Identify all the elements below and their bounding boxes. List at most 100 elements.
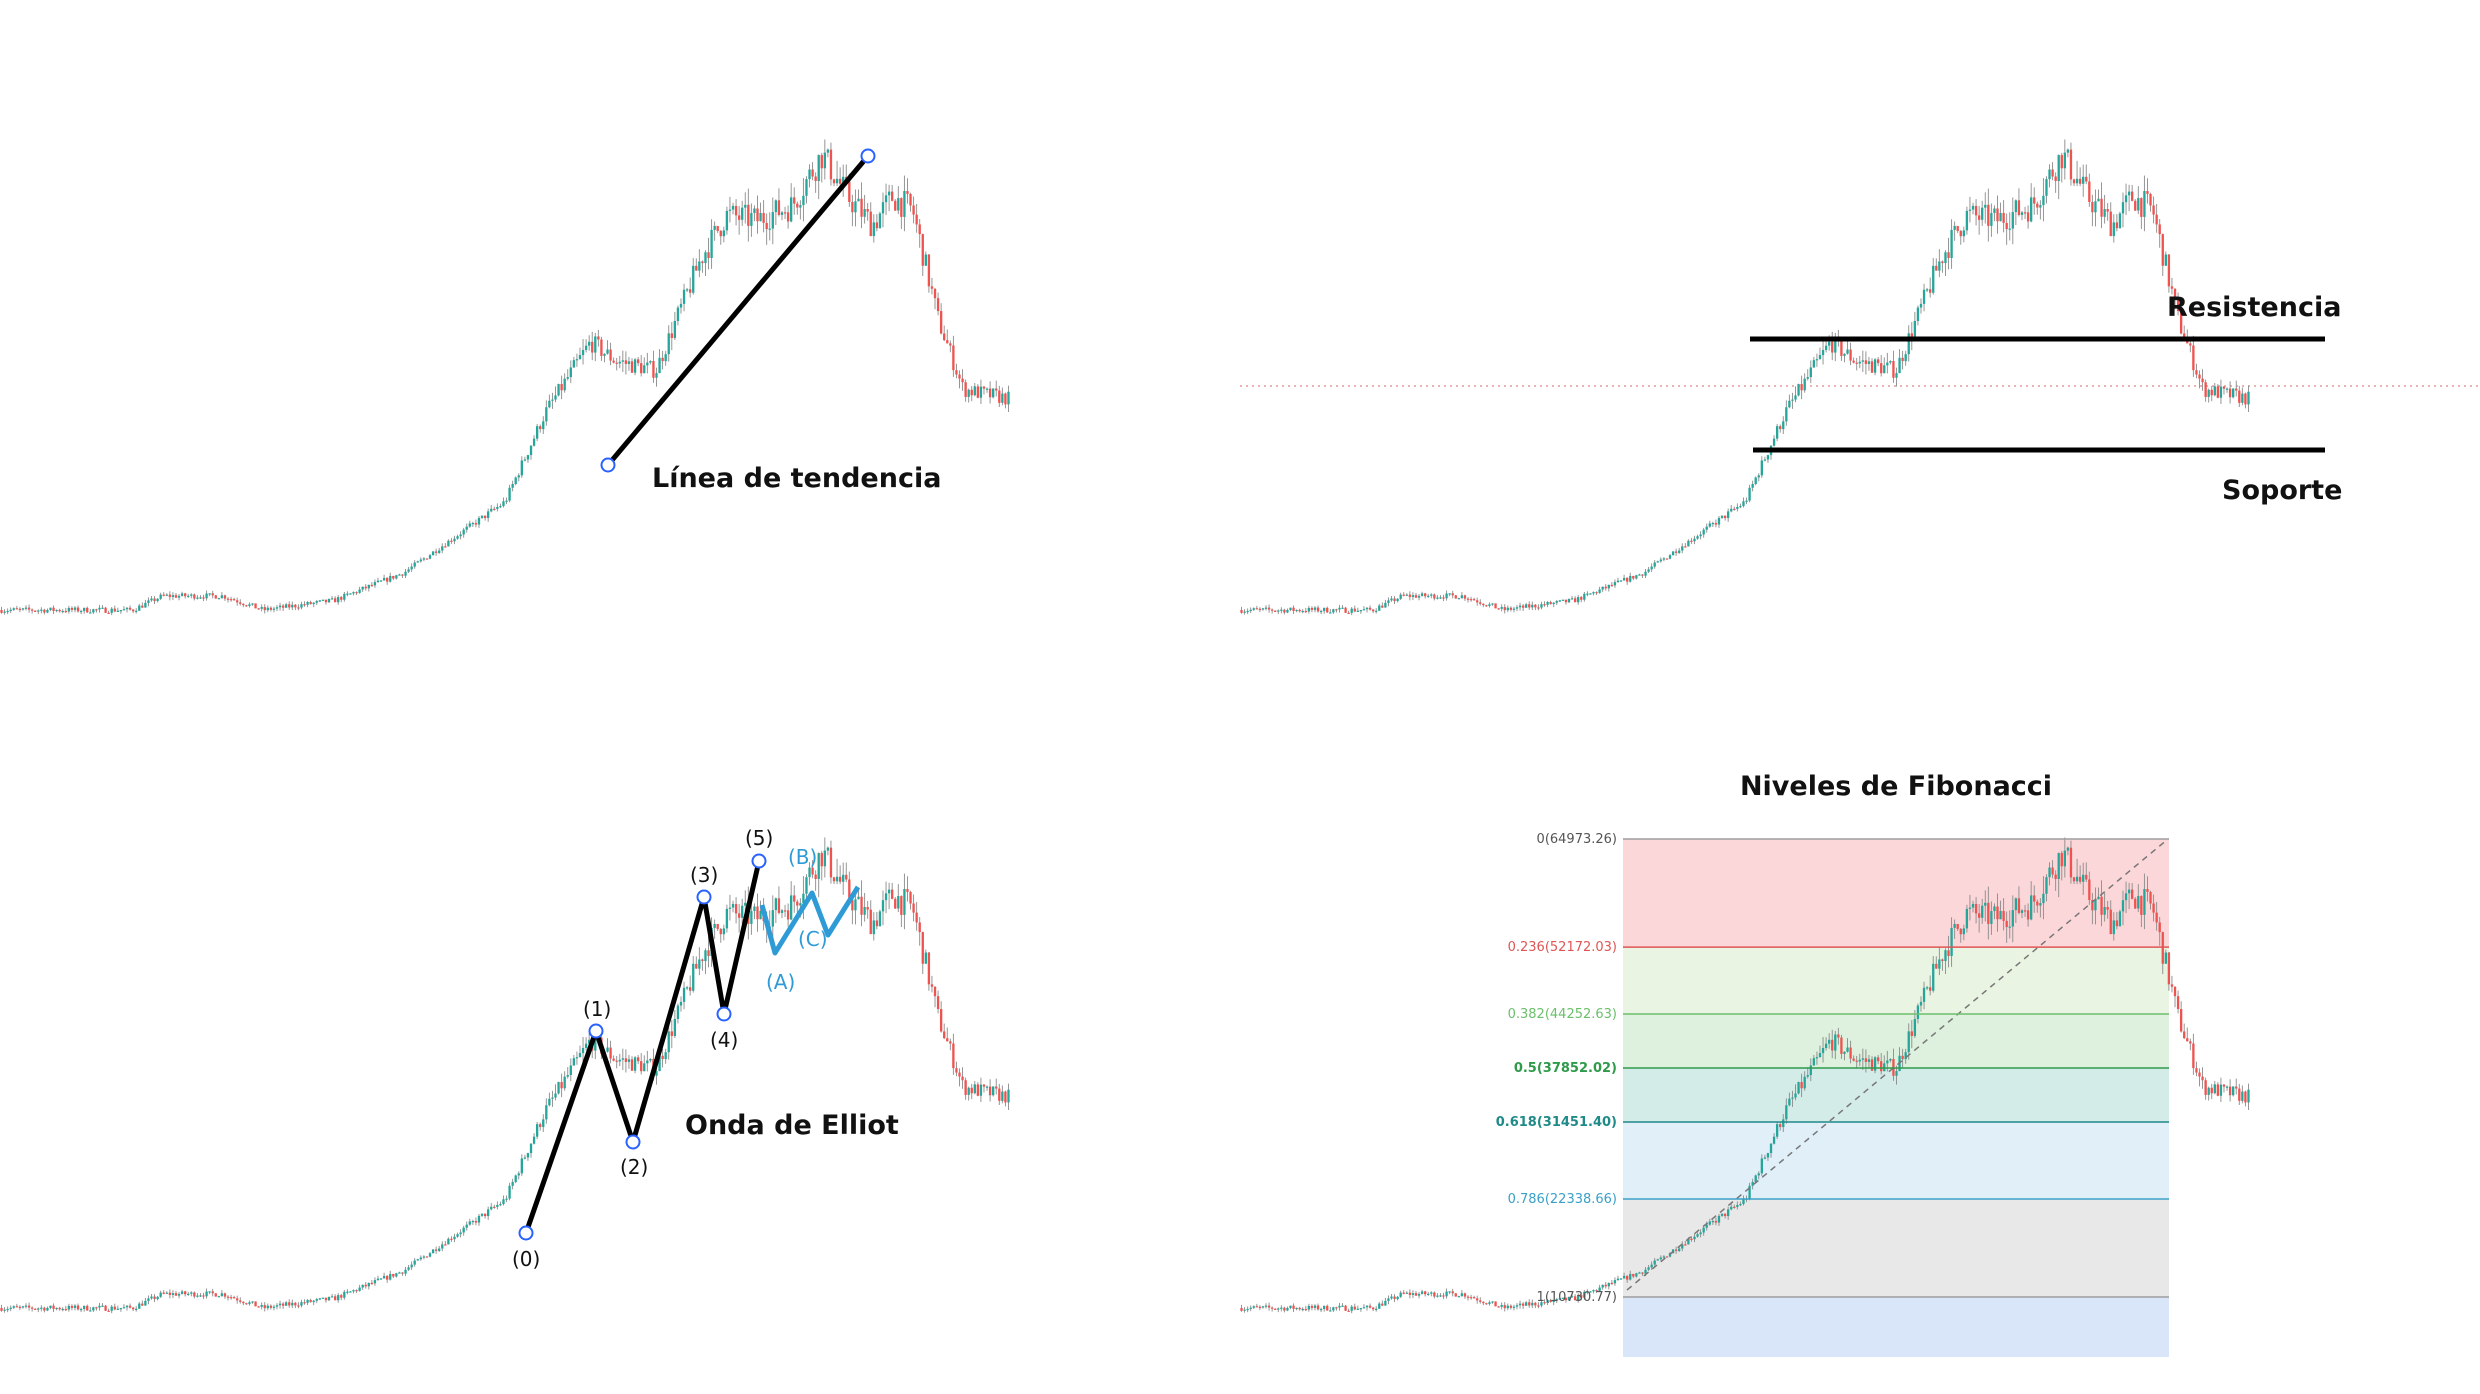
candle-down — [670, 1031, 673, 1037]
candle-up — [1861, 1058, 1864, 1060]
candle-up — [116, 1308, 119, 1310]
candle-up — [453, 538, 456, 542]
candle-down — [796, 203, 799, 208]
candle-up — [1411, 1293, 1415, 1295]
candle-down — [2158, 922, 2161, 933]
candle-up — [1968, 209, 1972, 211]
candle-up — [1794, 395, 1797, 400]
wave-point-5[interactable] — [751, 853, 767, 869]
candle-up — [725, 908, 729, 929]
elliott-correction-line[interactable] — [759, 885, 861, 956]
candle-up — [1589, 1291, 1592, 1293]
candle-up — [55, 1307, 58, 1310]
candle-up — [799, 205, 802, 208]
candle-down — [949, 343, 952, 346]
candle-up — [1295, 1307, 1298, 1310]
candle-down — [2060, 853, 2063, 867]
candle-up — [1965, 210, 1969, 231]
candle-down — [866, 209, 869, 212]
candle-up — [655, 1071, 658, 1076]
candle-down — [2134, 200, 2137, 211]
candle-down — [2204, 382, 2207, 397]
candle-up — [1730, 1206, 1733, 1210]
candle-down — [851, 201, 854, 213]
candle-up — [266, 607, 269, 611]
candle-up — [1919, 303, 1923, 308]
candle-up — [799, 903, 802, 906]
wave-point-1[interactable] — [588, 1023, 604, 1039]
candle-up — [1445, 593, 1448, 599]
candle-up — [2020, 910, 2024, 913]
wave-label-b: (B) — [788, 845, 817, 869]
candle-up — [1350, 1306, 1353, 1311]
candle-down — [909, 891, 912, 904]
candle-up — [1307, 1305, 1311, 1310]
candle-down — [661, 357, 664, 362]
fibonacci-title: Niveles de Fibonacci — [1740, 771, 2052, 802]
candle-up — [569, 367, 572, 378]
candle-up — [196, 597, 199, 599]
candle-up — [1904, 354, 1907, 362]
candle-down — [1414, 1293, 1418, 1296]
candle-down — [955, 370, 958, 375]
candle-down — [1454, 1293, 1457, 1297]
candle-up — [1650, 1264, 1653, 1268]
candle-up — [1525, 1302, 1528, 1306]
candle-up — [1007, 391, 1010, 405]
candle-up — [40, 1307, 43, 1309]
candle-down — [786, 212, 790, 222]
candle-down — [1892, 361, 1895, 378]
candle-up — [529, 445, 533, 456]
elliott-impulse-line[interactable] — [523, 860, 762, 1234]
wave-point-4[interactable] — [716, 1006, 732, 1022]
candle-up — [9, 1307, 12, 1309]
support-resistance-panel: Resistencia Soporte — [1240, 139, 2480, 616]
trendline-anchor-end[interactable] — [860, 148, 876, 164]
candle-down — [560, 1082, 563, 1089]
candle-down — [1381, 1303, 1384, 1306]
candle-up — [499, 1204, 502, 1206]
candle-down — [245, 1303, 248, 1305]
candle-down — [1947, 252, 1950, 259]
candle-down — [58, 609, 61, 612]
candle-down — [2195, 370, 2198, 375]
candle-up — [419, 1257, 422, 1260]
candle-up — [1993, 208, 1996, 214]
candle-up — [2063, 152, 2066, 169]
candle-up — [1420, 1291, 1424, 1294]
candle-up — [2124, 195, 2128, 203]
candle-up — [2066, 149, 2070, 153]
candle-down — [1580, 1295, 1583, 1298]
candle-up — [1904, 1052, 1907, 1060]
trendline[interactable] — [606, 154, 870, 467]
candle-up — [1919, 1001, 1923, 1006]
candle-down — [1910, 1031, 1913, 1037]
wave-point-2[interactable] — [625, 1134, 641, 1150]
candle-down — [1433, 1292, 1436, 1297]
candle-down — [1466, 598, 1470, 600]
wave-point-0[interactable] — [518, 1225, 534, 1241]
candle-up — [150, 1296, 153, 1299]
candle-up — [147, 1298, 150, 1301]
candle-up — [199, 597, 202, 599]
candle-up — [1751, 483, 1754, 488]
candle-up — [119, 1308, 123, 1310]
candle-down — [2235, 1086, 2238, 1089]
fibonacci-trend-line[interactable] — [1626, 838, 2169, 1291]
candle-up — [196, 1295, 199, 1297]
candle-up — [1751, 1181, 1754, 1186]
candle-up — [2219, 1084, 2223, 1096]
candle-down — [1451, 593, 1454, 596]
wave-point-3[interactable] — [696, 889, 712, 905]
candle-down — [1929, 987, 1932, 991]
candle-down — [2091, 201, 2094, 213]
wave-label-a: (A) — [766, 970, 795, 994]
candle-up — [1280, 1307, 1283, 1309]
candle-down — [1974, 205, 1978, 216]
candle-down — [1665, 1256, 1669, 1258]
candle-up — [2075, 876, 2079, 882]
trendline-anchor-start[interactable] — [600, 457, 616, 473]
candle-down — [1901, 1055, 1904, 1060]
candle-up — [1598, 1287, 1601, 1291]
candle-up — [2094, 201, 2097, 213]
